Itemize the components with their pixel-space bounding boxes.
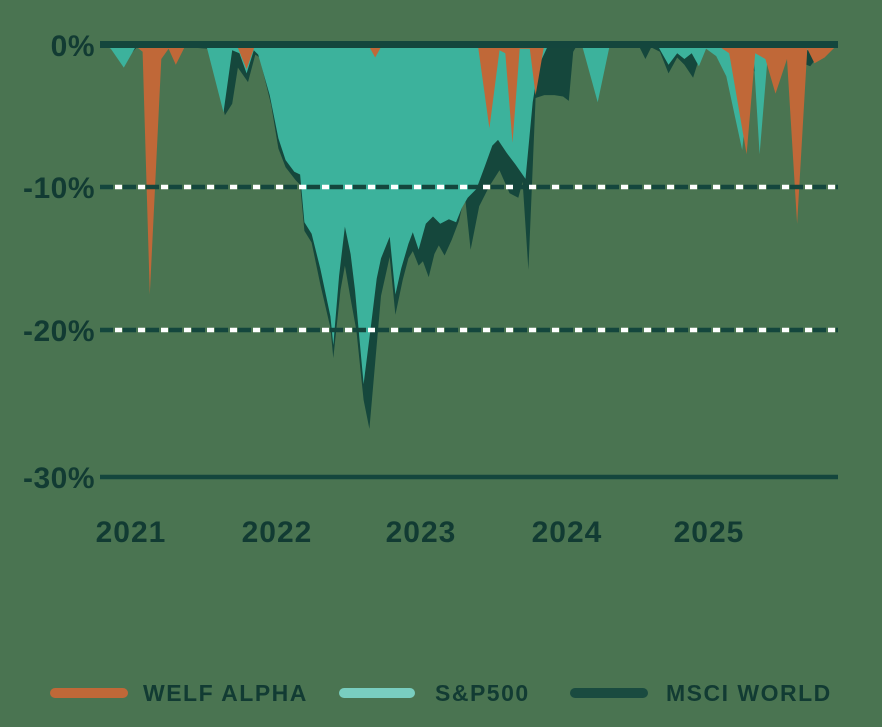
grid-layer [100, 41, 838, 480]
y-tick-minus10: -10% [23, 172, 95, 205]
series-layer [103, 44, 838, 429]
chart-legend: WELF ALPHA S&P500 MSCI WORLD [0, 674, 882, 718]
x-tick-2025: 2025 [674, 516, 745, 549]
x-tick-2022: 2022 [242, 516, 313, 549]
y-tick-minus20: -20% [23, 315, 95, 348]
zero-percent-axis-line [100, 41, 838, 48]
legend-label-sp500: S&P500 [435, 680, 530, 706]
legend-swatch-sp500 [339, 688, 415, 698]
series-area-s-p500 [103, 44, 838, 385]
legend-label-msci-world: MSCI WORLD [666, 680, 832, 706]
x-tick-2023: 2023 [386, 516, 457, 549]
x-axis-labels: 2021 2022 2023 2024 2025 [96, 516, 745, 549]
legend-swatch-welf-alpha [50, 688, 128, 698]
legend-swatch-msci-world [570, 688, 648, 698]
x-tick-2024: 2024 [532, 516, 603, 549]
legend-label-welf-alpha: WELF ALPHA [143, 680, 308, 706]
y-axis-labels: 0% -10% -20% -30% [23, 30, 95, 495]
y-tick-minus30: -30% [23, 462, 95, 495]
x-tick-2021: 2021 [96, 516, 167, 549]
y-tick-0: 0% [51, 30, 95, 63]
